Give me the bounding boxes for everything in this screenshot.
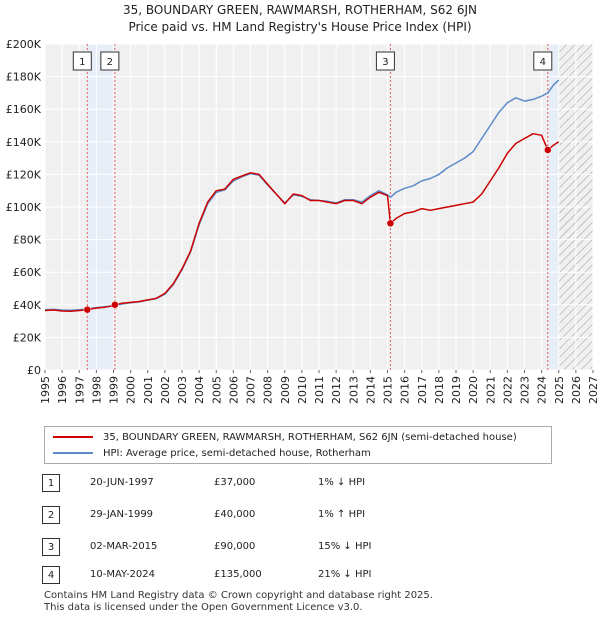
legend-label-property: 35, BOUNDARY GREEN, RAWMARSH, ROTHERHAM,… — [103, 431, 517, 443]
transaction-hpi: 15% ↓ HPI — [318, 541, 372, 552]
transaction-badge: 4 — [42, 566, 60, 584]
marker-label: 4 — [540, 57, 546, 68]
sale-point — [83, 305, 92, 314]
y-tick-label: £0 — [27, 364, 41, 377]
x-tick-label: 2008 — [262, 376, 275, 404]
legend-item-property: 35, BOUNDARY GREEN, RAWMARSH, ROTHERHAM,… — [53, 429, 517, 445]
y-tick-label: £180K — [6, 71, 42, 84]
transaction-badge: 2 — [42, 506, 60, 524]
legend-swatch-property — [53, 436, 93, 438]
x-tick-label: 2011 — [313, 376, 326, 404]
x-tick-label: 2010 — [296, 376, 309, 404]
marker-box — [533, 51, 553, 71]
y-tick-label: £20K — [13, 331, 42, 344]
sale-point — [544, 146, 552, 154]
marker-label: 2 — [107, 57, 113, 68]
table-row: 4 10-MAY-2024 £135,000 21% ↓ HPI — [0, 566, 600, 588]
x-tick-label: 1996 — [56, 376, 69, 404]
y-tick-label: £120K — [6, 168, 42, 181]
transaction-price: £40,000 — [214, 509, 256, 520]
marker-box — [100, 51, 120, 71]
x-tick-label: 2020 — [467, 376, 480, 404]
transaction-date: 02-MAR-2015 — [90, 541, 158, 552]
x-tick-label: 2021 — [484, 376, 497, 404]
x-tick-label: 2026 — [570, 376, 583, 404]
x-tick-label: 2018 — [433, 376, 446, 404]
x-tick-label: 2022 — [501, 376, 514, 404]
property-price-line — [45, 132, 560, 313]
x-tick-label: 2002 — [159, 376, 172, 404]
marker-label: 3 — [382, 57, 388, 68]
y-tick-label: £40K — [13, 299, 42, 312]
x-tick-label: 2027 — [587, 376, 600, 404]
x-tick-label: 2001 — [142, 376, 155, 404]
transaction-price: £37,000 — [214, 477, 256, 488]
legend-swatch-hpi — [53, 452, 93, 454]
table-row: 2 29-JAN-1999 £40,000 1% ↑ HPI — [0, 506, 600, 528]
x-tick-label: 2015 — [382, 376, 395, 404]
footer-license: This data is licensed under the Open Gov… — [44, 602, 363, 613]
transaction-hpi: 1% ↑ HPI — [318, 509, 366, 520]
table-row: 1 20-JUN-1997 £37,000 1% ↓ HPI — [0, 474, 600, 496]
series-lines — [45, 79, 560, 313]
y-tick-label: £200K — [6, 38, 42, 51]
transaction-hpi: 1% ↓ HPI — [318, 477, 366, 488]
x-tick-label: 2024 — [536, 376, 549, 404]
marker-box — [72, 51, 92, 71]
x-tick-label: 1999 — [108, 376, 121, 404]
chart-subtitle: Price paid vs. HM Land Registry's House … — [128, 20, 472, 34]
y-tick-label: £140K — [6, 136, 42, 149]
x-tick-label: 1998 — [90, 376, 103, 404]
y-tick-label: £80K — [13, 234, 42, 247]
marker-box — [375, 51, 395, 71]
x-tick-label: 2019 — [450, 376, 463, 404]
x-tick-label: 2007 — [245, 376, 258, 404]
footer-copyright: Contains HM Land Registry data © Crown c… — [44, 590, 433, 601]
transaction-date: 29-JAN-1999 — [90, 509, 154, 520]
x-tick-label: 1995 — [39, 376, 52, 404]
x-tick-label: 2005 — [210, 376, 223, 404]
x-tick-label: 2012 — [330, 376, 343, 404]
legend-item-hpi: HPI: Average price, semi-detached house,… — [53, 445, 371, 461]
transaction-badge: 1 — [42, 474, 60, 492]
x-tick-label: 2023 — [519, 376, 532, 404]
y-tick-label: £60K — [13, 266, 42, 279]
x-tick-label: 2003 — [176, 376, 189, 404]
transaction-date: 10-MAY-2024 — [90, 569, 156, 580]
x-tick-label: 2009 — [279, 376, 292, 404]
chart-title: 35, BOUNDARY GREEN, RAWMARSH, ROTHERHAM,… — [122, 3, 478, 17]
table-row: 3 02-MAR-2015 £90,000 15% ↓ HPI — [0, 538, 600, 560]
price-chart: £0 £20K £40K £60K £80K £100K £120K £140K £160K £1… — [6, 38, 600, 404]
x-tick-label: 2017 — [416, 376, 429, 404]
x-tick-label: 2016 — [399, 376, 412, 404]
x-tick-label: 2025 — [553, 376, 566, 404]
x-tick-label: 2014 — [364, 376, 377, 404]
transaction-hpi: 21% ↓ HPI — [318, 569, 372, 580]
transaction-price: £90,000 — [214, 541, 256, 552]
y-tick-label: £100K — [6, 201, 42, 214]
marker-label: 1 — [79, 57, 85, 68]
x-tick-label: 2006 — [227, 376, 240, 404]
x-tick-label: 2013 — [347, 376, 360, 404]
x-tick-label: 1997 — [73, 376, 86, 404]
x-tick-label: 2004 — [193, 376, 206, 404]
x-tick-label: 2000 — [125, 376, 138, 404]
y-tick-label: £160K — [6, 103, 42, 116]
transaction-date: 20-JUN-1997 — [90, 477, 154, 488]
legend: 35, BOUNDARY GREEN, RAWMARSH, ROTHERHAM,… — [44, 426, 552, 464]
legend-label-hpi: HPI: Average price, semi-detached house,… — [103, 447, 371, 459]
transaction-price: £135,000 — [214, 569, 262, 580]
sale-point — [111, 301, 119, 309]
sale-point — [386, 219, 395, 228]
transaction-badge: 3 — [42, 538, 60, 556]
